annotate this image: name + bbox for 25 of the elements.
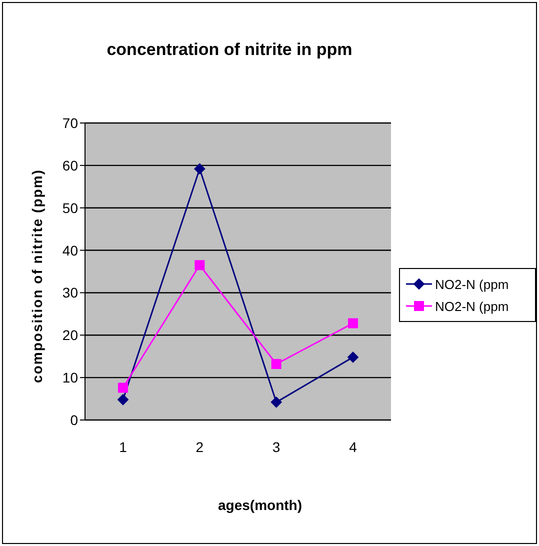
- x-tick-label: 4: [349, 438, 358, 455]
- y-axis-title: composition of nitrite (ppm): [29, 169, 45, 383]
- point: [194, 163, 206, 174]
- x-axis-title: ages(month): [217, 497, 303, 513]
- y-tick-label: 60: [62, 157, 78, 174]
- y-tick-label: 50: [62, 200, 78, 216]
- chart-title: concentration of nitrite in ppm: [106, 40, 354, 60]
- x-tick-label: 3: [272, 438, 280, 455]
- y-tick-label: 20: [62, 327, 78, 344]
- point: [271, 358, 282, 369]
- legend-label: NO2-N (ppm: [435, 276, 509, 292]
- point: [118, 394, 128, 406]
- y-tick-label: 10: [62, 370, 78, 386]
- point: [118, 382, 128, 393]
- y-tick-label: 30: [62, 284, 78, 301]
- point: [194, 260, 205, 270]
- y-tick-label: 70: [62, 114, 78, 131]
- y-tick-label: 40: [62, 242, 78, 258]
- point: [348, 352, 358, 363]
- y-tick-label: 0: [70, 412, 78, 428]
- legend-label: NO2-N (ppm: [435, 298, 509, 314]
- point: [270, 396, 282, 408]
- x-tick-label: 2: [196, 438, 204, 455]
- x-tick-label: 1: [119, 438, 128, 455]
- point: [348, 318, 358, 328]
